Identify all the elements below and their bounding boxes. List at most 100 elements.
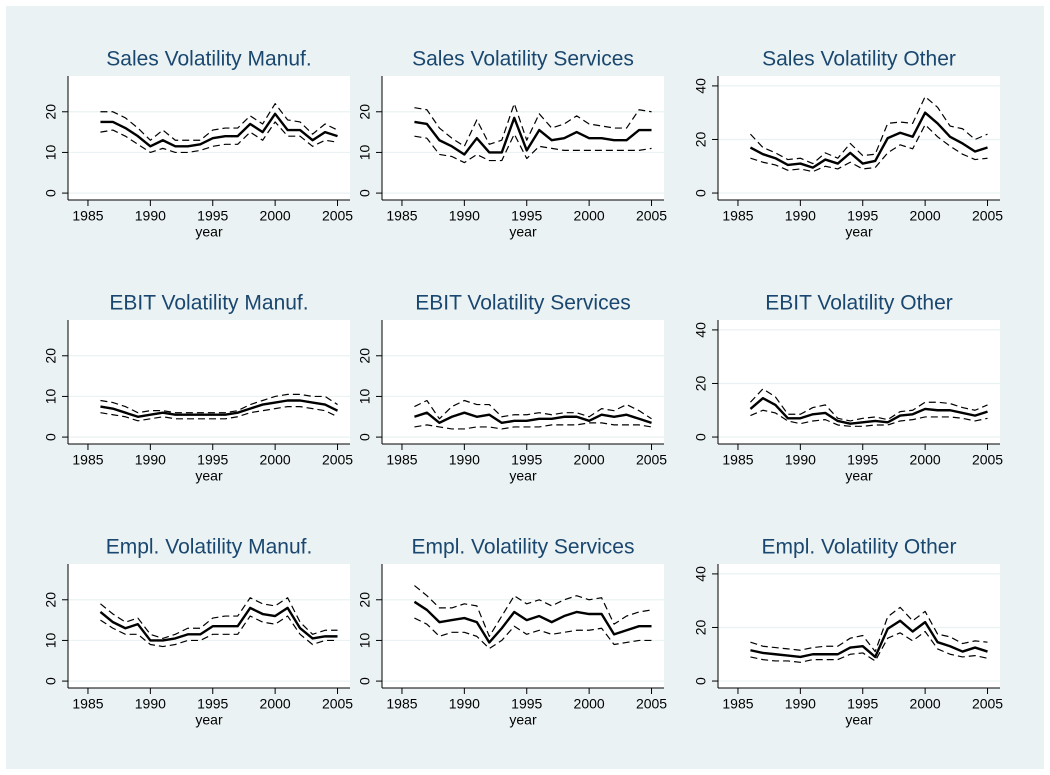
series-line	[414, 585, 652, 637]
y-tick-label: 20	[43, 592, 59, 608]
y-tick-label: 0	[43, 677, 59, 685]
series-line	[100, 399, 339, 418]
y-tick-label: 20	[43, 104, 59, 120]
x-tick-label: 2000	[574, 696, 605, 712]
x-tick-label: 1985	[386, 696, 417, 712]
y-tick-label: 10	[43, 632, 59, 648]
y-tick-label: 0	[357, 433, 373, 441]
x-tick-label: 1985	[72, 452, 103, 468]
series-line	[99, 606, 338, 642]
series-line	[100, 405, 338, 422]
x-axis-label: year	[509, 224, 537, 240]
x-tick-label: 2000	[260, 696, 291, 712]
x-tick-label: 2005	[636, 208, 667, 224]
y-tick-label: 20	[357, 592, 373, 608]
plot-area	[718, 76, 1000, 200]
y-tick-label: 10	[43, 388, 59, 404]
x-axis-label: year	[509, 468, 537, 484]
y-tick-label: 40	[693, 566, 709, 582]
x-tick-label: 1985	[386, 452, 417, 468]
plot-area	[68, 320, 350, 444]
series-line	[750, 388, 988, 422]
x-tick-label: 2005	[636, 452, 667, 468]
x-tick-label: 1985	[722, 696, 753, 712]
chart-title: Empl. Volatility Services	[412, 536, 635, 559]
plot-area	[382, 320, 664, 444]
x-tick-label: 2000	[910, 452, 941, 468]
series-line	[414, 411, 652, 425]
y-tick-label: 20	[357, 348, 373, 364]
x-axis-label: year	[845, 712, 873, 728]
y-tick-label: 0	[357, 677, 373, 685]
plot-area	[68, 564, 350, 688]
plot-area	[68, 76, 350, 200]
x-tick-label: 2000	[910, 696, 941, 712]
x-axis-label: year	[845, 468, 873, 484]
plot-area	[382, 564, 664, 688]
series-line	[749, 111, 988, 169]
y-tick-label: 0	[693, 677, 709, 685]
x-tick-label: 1985	[72, 208, 103, 224]
chart-title: EBIT Volatility Other	[765, 292, 953, 315]
chart-title: Empl. Volatility Other	[762, 536, 957, 559]
x-tick-label: 1990	[449, 452, 480, 468]
chart-title: EBIT Volatility Manuf.	[109, 292, 308, 315]
x-tick-label: 1995	[511, 696, 542, 712]
x-tick-label: 1990	[135, 452, 166, 468]
series-line	[414, 116, 652, 156]
series-line	[414, 399, 652, 420]
series-line	[100, 121, 338, 154]
x-tick-label: 1990	[135, 696, 166, 712]
series-line	[750, 630, 988, 663]
x-tick-label: 1990	[785, 208, 816, 224]
x-tick-label: 2005	[322, 452, 353, 468]
x-axis-label: year	[845, 224, 873, 240]
chart-title: Sales Volatility Other	[762, 48, 956, 71]
series-line	[100, 597, 338, 639]
x-tick-label: 1985	[72, 696, 103, 712]
x-tick-label: 1990	[785, 696, 816, 712]
series-line	[414, 617, 652, 650]
y-tick-label: 20	[357, 104, 373, 120]
series-line	[750, 96, 988, 165]
y-tick-label: 0	[693, 189, 709, 197]
y-tick-label: 20	[693, 131, 709, 147]
series-line	[750, 619, 988, 659]
x-axis-label: year	[195, 224, 223, 240]
x-tick-label: 1995	[847, 208, 878, 224]
x-tick-label: 1985	[722, 208, 753, 224]
x-tick-label: 2000	[574, 208, 605, 224]
x-tick-label: 1995	[847, 696, 878, 712]
x-axis-label: year	[509, 712, 537, 728]
chart-title: Sales Volatility Manuf.	[106, 48, 311, 71]
y-tick-label: 20	[43, 348, 59, 364]
y-tick-label: 0	[43, 189, 59, 197]
plot-area	[718, 564, 1000, 688]
x-tick-label: 1995	[511, 208, 542, 224]
series-line	[750, 124, 988, 173]
y-tick-label: 20	[693, 619, 709, 635]
x-tick-label: 1995	[197, 696, 228, 712]
x-tick-label: 1995	[197, 208, 228, 224]
y-tick-label: 0	[43, 433, 59, 441]
x-tick-label: 1985	[722, 452, 753, 468]
y-tick-label: 10	[357, 632, 373, 648]
series-line	[100, 112, 338, 148]
chart-title: EBIT Volatility Services	[415, 292, 631, 315]
chart-title: Empl. Volatility Manuf.	[106, 536, 313, 559]
y-tick-label: 10	[357, 144, 373, 160]
y-tick-label: 0	[357, 189, 373, 197]
x-tick-label: 2000	[260, 452, 291, 468]
y-tick-label: 40	[693, 78, 709, 94]
x-tick-label: 2005	[322, 696, 353, 712]
x-tick-label: 2000	[910, 208, 941, 224]
x-tick-label: 1990	[449, 208, 480, 224]
x-tick-label: 2005	[322, 208, 353, 224]
chart-title: Sales Volatility Services	[412, 48, 634, 71]
x-tick-label: 2005	[636, 696, 667, 712]
y-tick-label: 20	[693, 375, 709, 391]
series-line	[100, 393, 338, 414]
series-line	[414, 133, 652, 164]
series-line	[100, 103, 338, 141]
